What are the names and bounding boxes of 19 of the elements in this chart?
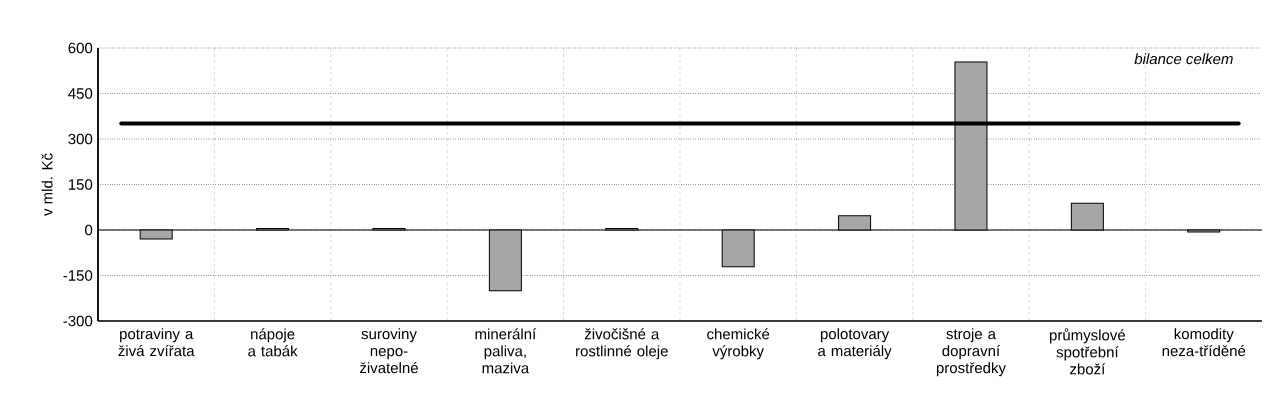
y-tick-label: 300 [68, 133, 93, 145]
y-tick-label: 150 [68, 179, 93, 190]
y-axis-title: v mld. Kč [41, 153, 53, 216]
x-tick-label: průmyslové spotřební zboží [1049, 328, 1126, 375]
x-tick-label: stroje a dopravní prostředky [936, 328, 1006, 377]
x-tick-label: polotovary a materiály [818, 328, 892, 360]
x-tick-label: komodity neza-tříděné [1162, 328, 1246, 357]
ref-line-label: bilance celkem [1134, 53, 1233, 65]
x-tick-label: minerální paliva, maziva [475, 328, 537, 374]
x-tick-label: potraviny a živá zvířata [118, 328, 195, 357]
x-tick-label: chemické výrobky [707, 328, 770, 360]
y-tick-label: -300 [63, 315, 93, 327]
y-tick-label: -150 [63, 270, 93, 281]
x-tick-label: suroviny nepo-živatelné [360, 328, 418, 374]
y-tick-label: 600 [68, 42, 93, 54]
y-tick-label: 450 [68, 88, 93, 99]
x-tick-label: nápoje a tabák [248, 328, 298, 357]
x-tick-label: živočišné a rostlinné oleje [576, 328, 668, 360]
y-tick-label: 0 [85, 224, 93, 236]
